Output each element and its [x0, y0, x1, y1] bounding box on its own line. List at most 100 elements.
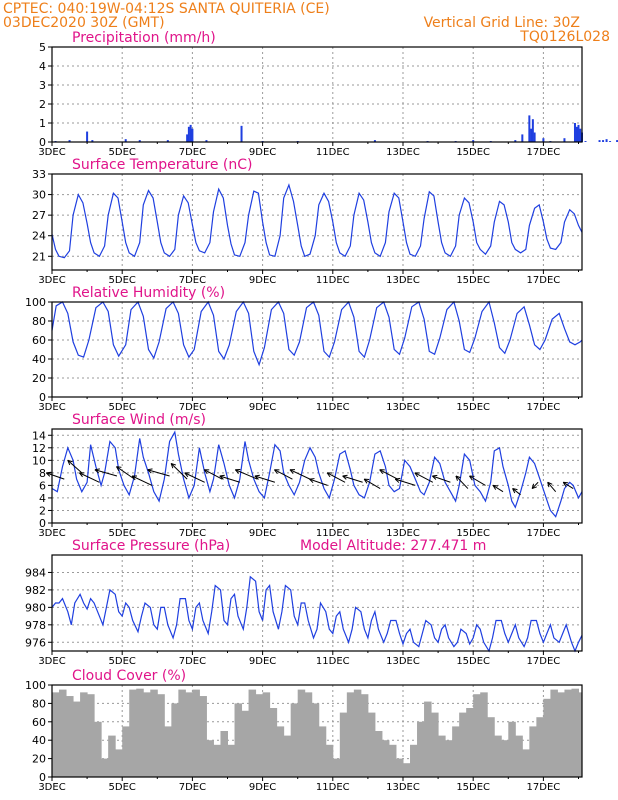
- precip-bar: [584, 141, 587, 142]
- cloud-cover-bar: [318, 726, 327, 777]
- wind-arrow: [289, 469, 311, 480]
- x-tick-label: 15DEC: [456, 528, 490, 539]
- precip-bar: [521, 134, 524, 142]
- x-tick-label: 9DEC: [249, 528, 276, 539]
- cloud-cover-bar: [290, 703, 299, 777]
- temp-frame: [51, 173, 583, 271]
- cloud-cover-bar: [304, 692, 313, 777]
- x-tick-label: 17DEC: [527, 656, 561, 667]
- y-tick-label: 14: [32, 429, 46, 442]
- wind-arrow: [254, 474, 276, 483]
- cloud-cover-bar: [255, 694, 264, 777]
- cloud-cover-bar: [276, 726, 285, 777]
- x-tick-label: 15DEC: [456, 147, 490, 158]
- x-tick-label: 7DEC: [179, 402, 206, 413]
- cloud-cover-bar: [367, 712, 376, 777]
- precip-bar: [542, 138, 545, 142]
- cloud-title: Cloud Cover (%): [72, 668, 186, 684]
- x-tick-label: 5DEC: [109, 656, 136, 667]
- cloud-cover-bar: [108, 735, 116, 777]
- x-tick-label: 17DEC: [527, 275, 561, 286]
- cloud-cover-bar: [178, 689, 186, 777]
- precip-bar: [189, 124, 192, 142]
- cloud-cover-bar: [543, 698, 551, 777]
- cloud-cover-bar: [66, 696, 74, 777]
- y-tick-label: 24: [32, 230, 46, 243]
- x-tick-label: 3DEC: [38, 402, 65, 413]
- cloud-cover-bar: [536, 717, 544, 777]
- cloud-cover-bar: [283, 735, 292, 777]
- cloud-cover-bar: [311, 703, 320, 777]
- cloud-cover-bar: [515, 735, 523, 777]
- cloud-cover-bar: [487, 717, 495, 777]
- wind-arrow: [326, 472, 346, 483]
- wind-arrow: [274, 469, 293, 480]
- x-tick-label: 5DEC: [109, 782, 136, 793]
- cloud-cover-bar: [417, 721, 425, 777]
- x-tick-label: 5DEC: [109, 402, 136, 413]
- y-tick-label: 0: [39, 136, 46, 149]
- y-tick-label: 980: [25, 601, 46, 614]
- cloud-cover-bar: [269, 708, 278, 777]
- wind-arrow: [379, 469, 398, 480]
- wind-arrow: [469, 475, 486, 486]
- cloud-frame: [51, 684, 583, 778]
- cloud-cover-bar: [459, 712, 467, 777]
- cloud-cover-bar: [297, 689, 306, 777]
- header-run-time: 03DEC2020 30Z (GMT): [3, 15, 165, 31]
- cloud-cover-bar: [185, 692, 193, 777]
- cloud-cover-bar: [171, 703, 179, 777]
- rh-frame: [51, 301, 583, 398]
- precip-bar: [577, 124, 580, 142]
- precip-bar: [616, 140, 618, 142]
- rh-panel: 0 20 40 60 80 100 3DEC 5DEC 7DEC 9DEC 11DEC 13DEC 15…: [25, 285, 583, 413]
- x-tick-label: 9DEC: [249, 782, 276, 793]
- wind-series-line: [51, 430, 583, 518]
- temp-panel: 21 24 27 30 33 3DEC 5DEC 7DEC 9DEC 11DEC 13DEC 15DE…: [32, 157, 583, 286]
- precip-bar: [530, 128, 533, 142]
- cloud-cover-bar: [73, 701, 81, 777]
- wind-arrow: [455, 475, 469, 489]
- cloud-cover-bar: [445, 740, 453, 777]
- wind-arrow: [203, 469, 223, 480]
- precip-bar: [575, 126, 578, 142]
- x-tick-label: 5DEC: [109, 528, 136, 539]
- y-tick-label: 10: [32, 454, 46, 467]
- cloud-cover-bar: [557, 692, 565, 777]
- cloud-cover-bar: [234, 703, 243, 777]
- wind-arrow: [432, 474, 451, 483]
- x-tick-label: 11DEC: [316, 656, 350, 667]
- cloud-cover-bar: [206, 740, 214, 777]
- x-tick-label: 15DEC: [456, 402, 490, 413]
- x-tick-label: 3DEC: [38, 656, 65, 667]
- x-tick-label: 3DEC: [38, 782, 65, 793]
- cloud-cover-bar: [578, 692, 582, 777]
- y-tick-label: 984: [25, 566, 46, 579]
- precip-bar: [531, 119, 534, 142]
- precip-bar: [124, 139, 127, 142]
- cloud-cover-bar: [339, 712, 348, 777]
- cloud-cover-bar: [143, 692, 151, 777]
- cloud-cover-bar: [80, 692, 88, 777]
- y-tick-label: 2: [39, 504, 46, 517]
- x-tick-label: 15DEC: [456, 275, 490, 286]
- y-tick-label: 60: [32, 716, 46, 729]
- y-tick-label: 0: [39, 771, 46, 784]
- x-tick-label: 9DEC: [249, 275, 276, 286]
- precip-bar: [609, 141, 612, 142]
- cloud-cover-bar: [227, 744, 236, 777]
- wind-arrow: [147, 468, 170, 477]
- cloud-cover-bar: [388, 744, 397, 777]
- header-station: CPTEC: 040:19W-04:12S SANTA QUITERIA (CE…: [3, 1, 330, 17]
- cloud-cover-bar: [59, 689, 67, 777]
- precip-bar: [563, 138, 566, 142]
- y-tick-label: 21: [32, 250, 46, 263]
- temp-series-line: [51, 183, 583, 259]
- cloud-cover-bar: [522, 749, 530, 777]
- x-tick-label: 17DEC: [527, 147, 561, 158]
- precip-bar: [138, 140, 141, 142]
- y-tick-label: 6: [39, 479, 46, 492]
- cloud-cover-bar: [164, 726, 172, 777]
- precip-frame: [51, 46, 583, 143]
- x-tick-label: 11DEC: [316, 528, 350, 539]
